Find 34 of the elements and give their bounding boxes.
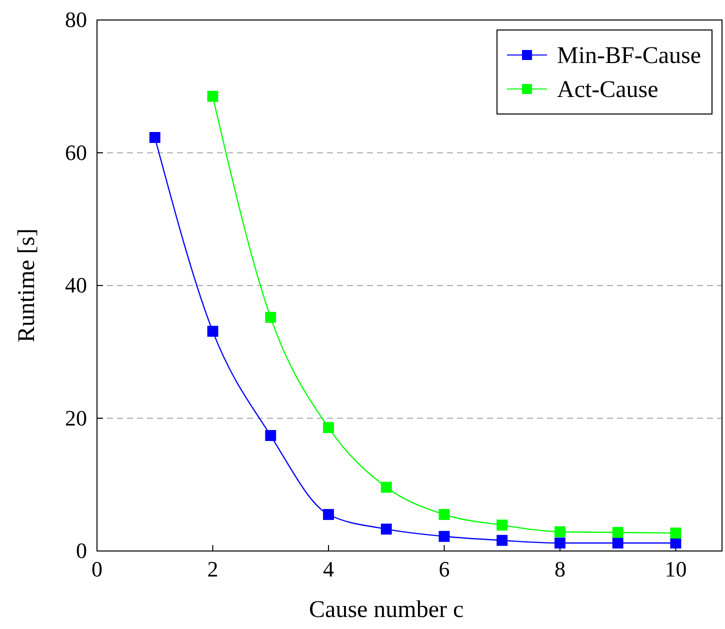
point [438,509,450,520]
y-tick-label: 40 [65,272,87,298]
x-tick-label: 4 [322,556,334,582]
y-tick-label: 60 [65,140,87,165]
x-tick-label: 8 [554,556,566,582]
point [670,528,682,539]
point [149,132,160,143]
legend-label: Min-BF-Cause [557,43,701,69]
point [554,526,566,538]
point [323,509,334,520]
x-tick-label: 6 [438,556,450,582]
y-tick-label: 80 [65,7,87,32]
x-tick-label: 2 [207,556,218,582]
point [207,90,218,102]
legend-label: Act-Cause [557,77,658,103]
point [265,430,276,441]
y-tick-label: 20 [65,405,87,430]
point [612,526,624,538]
y-axis-title: Runtime [s] [14,228,40,342]
y-tick-label: 0 [76,538,87,564]
point [554,538,566,549]
point [207,326,218,337]
x-tick-label: 10 [664,556,687,582]
point [380,482,392,493]
point [438,530,450,542]
x-axis-title: Cause number c [309,597,464,623]
point [670,538,682,549]
point [496,534,508,546]
point [612,538,624,549]
point [496,520,508,531]
x-tick-label: 0 [92,556,102,582]
point [323,422,334,434]
point [380,524,392,535]
point [265,312,276,323]
